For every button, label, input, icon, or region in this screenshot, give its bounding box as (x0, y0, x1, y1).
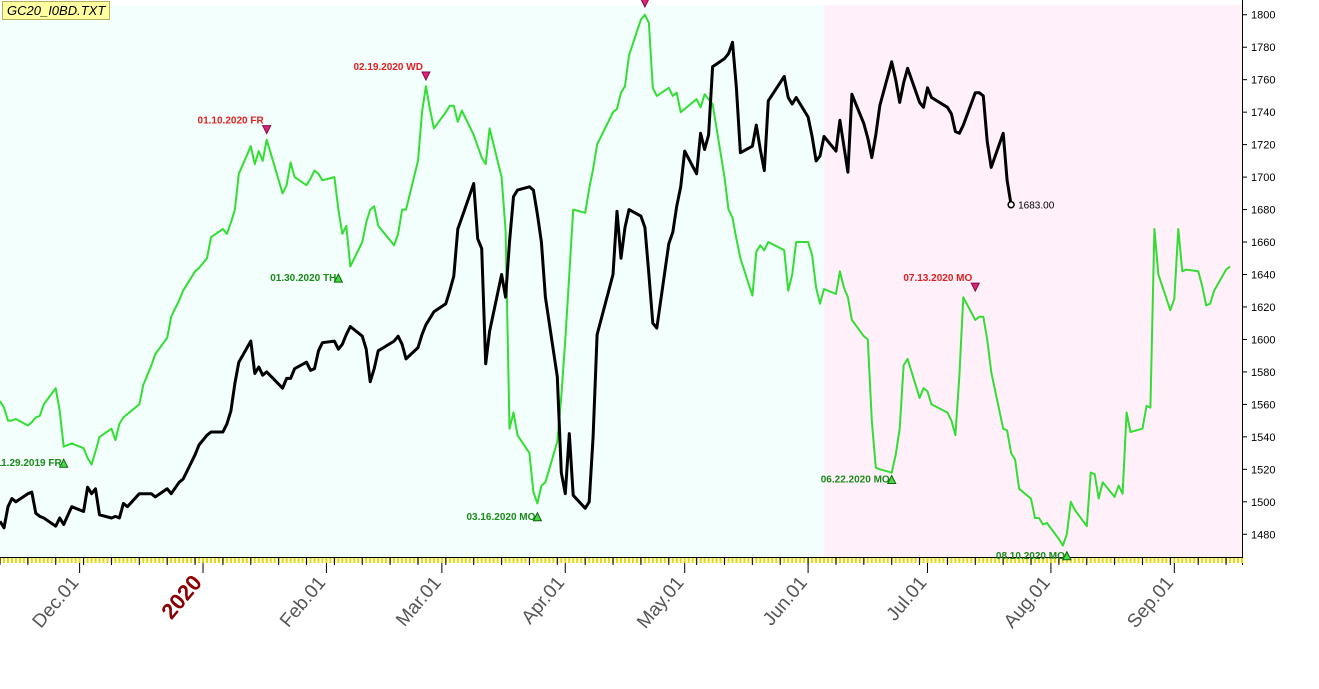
price-tick-label: 1620 (1251, 302, 1275, 314)
projection-line (0, 13, 1231, 547)
month-label: 2020 (156, 570, 207, 624)
month-label: Dec.01 (29, 573, 84, 633)
top-marker-label: 01.10.2020 FR (198, 116, 265, 127)
month-label: Sep.01 (1123, 573, 1178, 633)
month-label: Aug.01 (1000, 573, 1055, 633)
price-tick-label: 1680 (1251, 205, 1275, 217)
bottom-marker (58, 458, 69, 468)
top-marker (970, 282, 981, 293)
price-tick-label: 1500 (1251, 497, 1275, 509)
price-line (0, 40, 1013, 530)
bottom-marker-label: 06.22.2020 MO (821, 474, 890, 485)
last-price-dot (1007, 200, 1015, 209)
price-tick-label: 1640 (1251, 270, 1275, 282)
bottom-marker (532, 511, 543, 522)
bottom-marker (333, 273, 344, 283)
month-label: Feb.01 (276, 573, 330, 632)
price-tick-label: 1660 (1251, 237, 1275, 249)
price-axis: 1480 1500 1520 1540 1560 1580 1600 1620 1640 1660… (1242, 10, 1275, 541)
month-label: Apr.01 (518, 573, 569, 629)
price-tick-label: 1760 (1251, 75, 1275, 87)
top-marker-label: 07.13.2020 MO (903, 273, 972, 284)
file-name-label: GC20_I0BD.TXT (2, 1, 111, 20)
time-axis-minor-ticks (0, 558, 1243, 565)
month-label: Jun.01 (759, 573, 812, 630)
bottom-marker (1062, 550, 1072, 561)
price-tick-label: 1740 (1251, 107, 1275, 119)
price-tick-label: 1700 (1251, 172, 1275, 184)
top-marker-label: 02.19.2020 WD (353, 62, 423, 73)
top-marker (640, 0, 649, 9)
bottom-marker-label: 03.16.2020 MO (466, 512, 535, 523)
bottom-marker-label: 01.30.2020 TH (270, 273, 336, 284)
history-panel-background (0, 5, 825, 557)
bottom-marker-label: 08.10.2020 MO (996, 551, 1065, 562)
price-tick-label: 1600 (1251, 334, 1275, 346)
turning-point-markers: 11.29.2019 FR 01.10.2020 FR 01.30.2020 TH 0… (0, 0, 1072, 562)
bottom-marker-label: 11.29.2019 FR (0, 458, 62, 469)
price-tick-label: 1560 (1251, 399, 1275, 411)
price-tick-label: 1580 (1251, 367, 1275, 379)
price-tick-label: 1540 (1251, 432, 1275, 444)
price-tick-label: 1720 (1251, 140, 1275, 152)
price-tick-label: 1800 (1251, 10, 1275, 22)
price-tick-label: 1520 (1251, 464, 1275, 476)
series-layer: 1683.00 (0, 13, 1231, 547)
top-marker (261, 125, 272, 135)
month-label: May.01 (633, 573, 688, 633)
month-label: Mar.01 (392, 573, 445, 631)
price-tick-label: 1780 (1251, 42, 1275, 54)
bottom-marker (886, 474, 897, 484)
price-tick-label: 1480 (1251, 529, 1275, 541)
last-price-label: 1683.00 (1018, 201, 1055, 212)
top-marker (421, 71, 431, 82)
time-axis: Dec.01 2020 Feb.01 Mar.01 Apr.01 May.01 Jun.01… (29, 558, 1178, 633)
month-label: Jul.01 (883, 573, 932, 625)
